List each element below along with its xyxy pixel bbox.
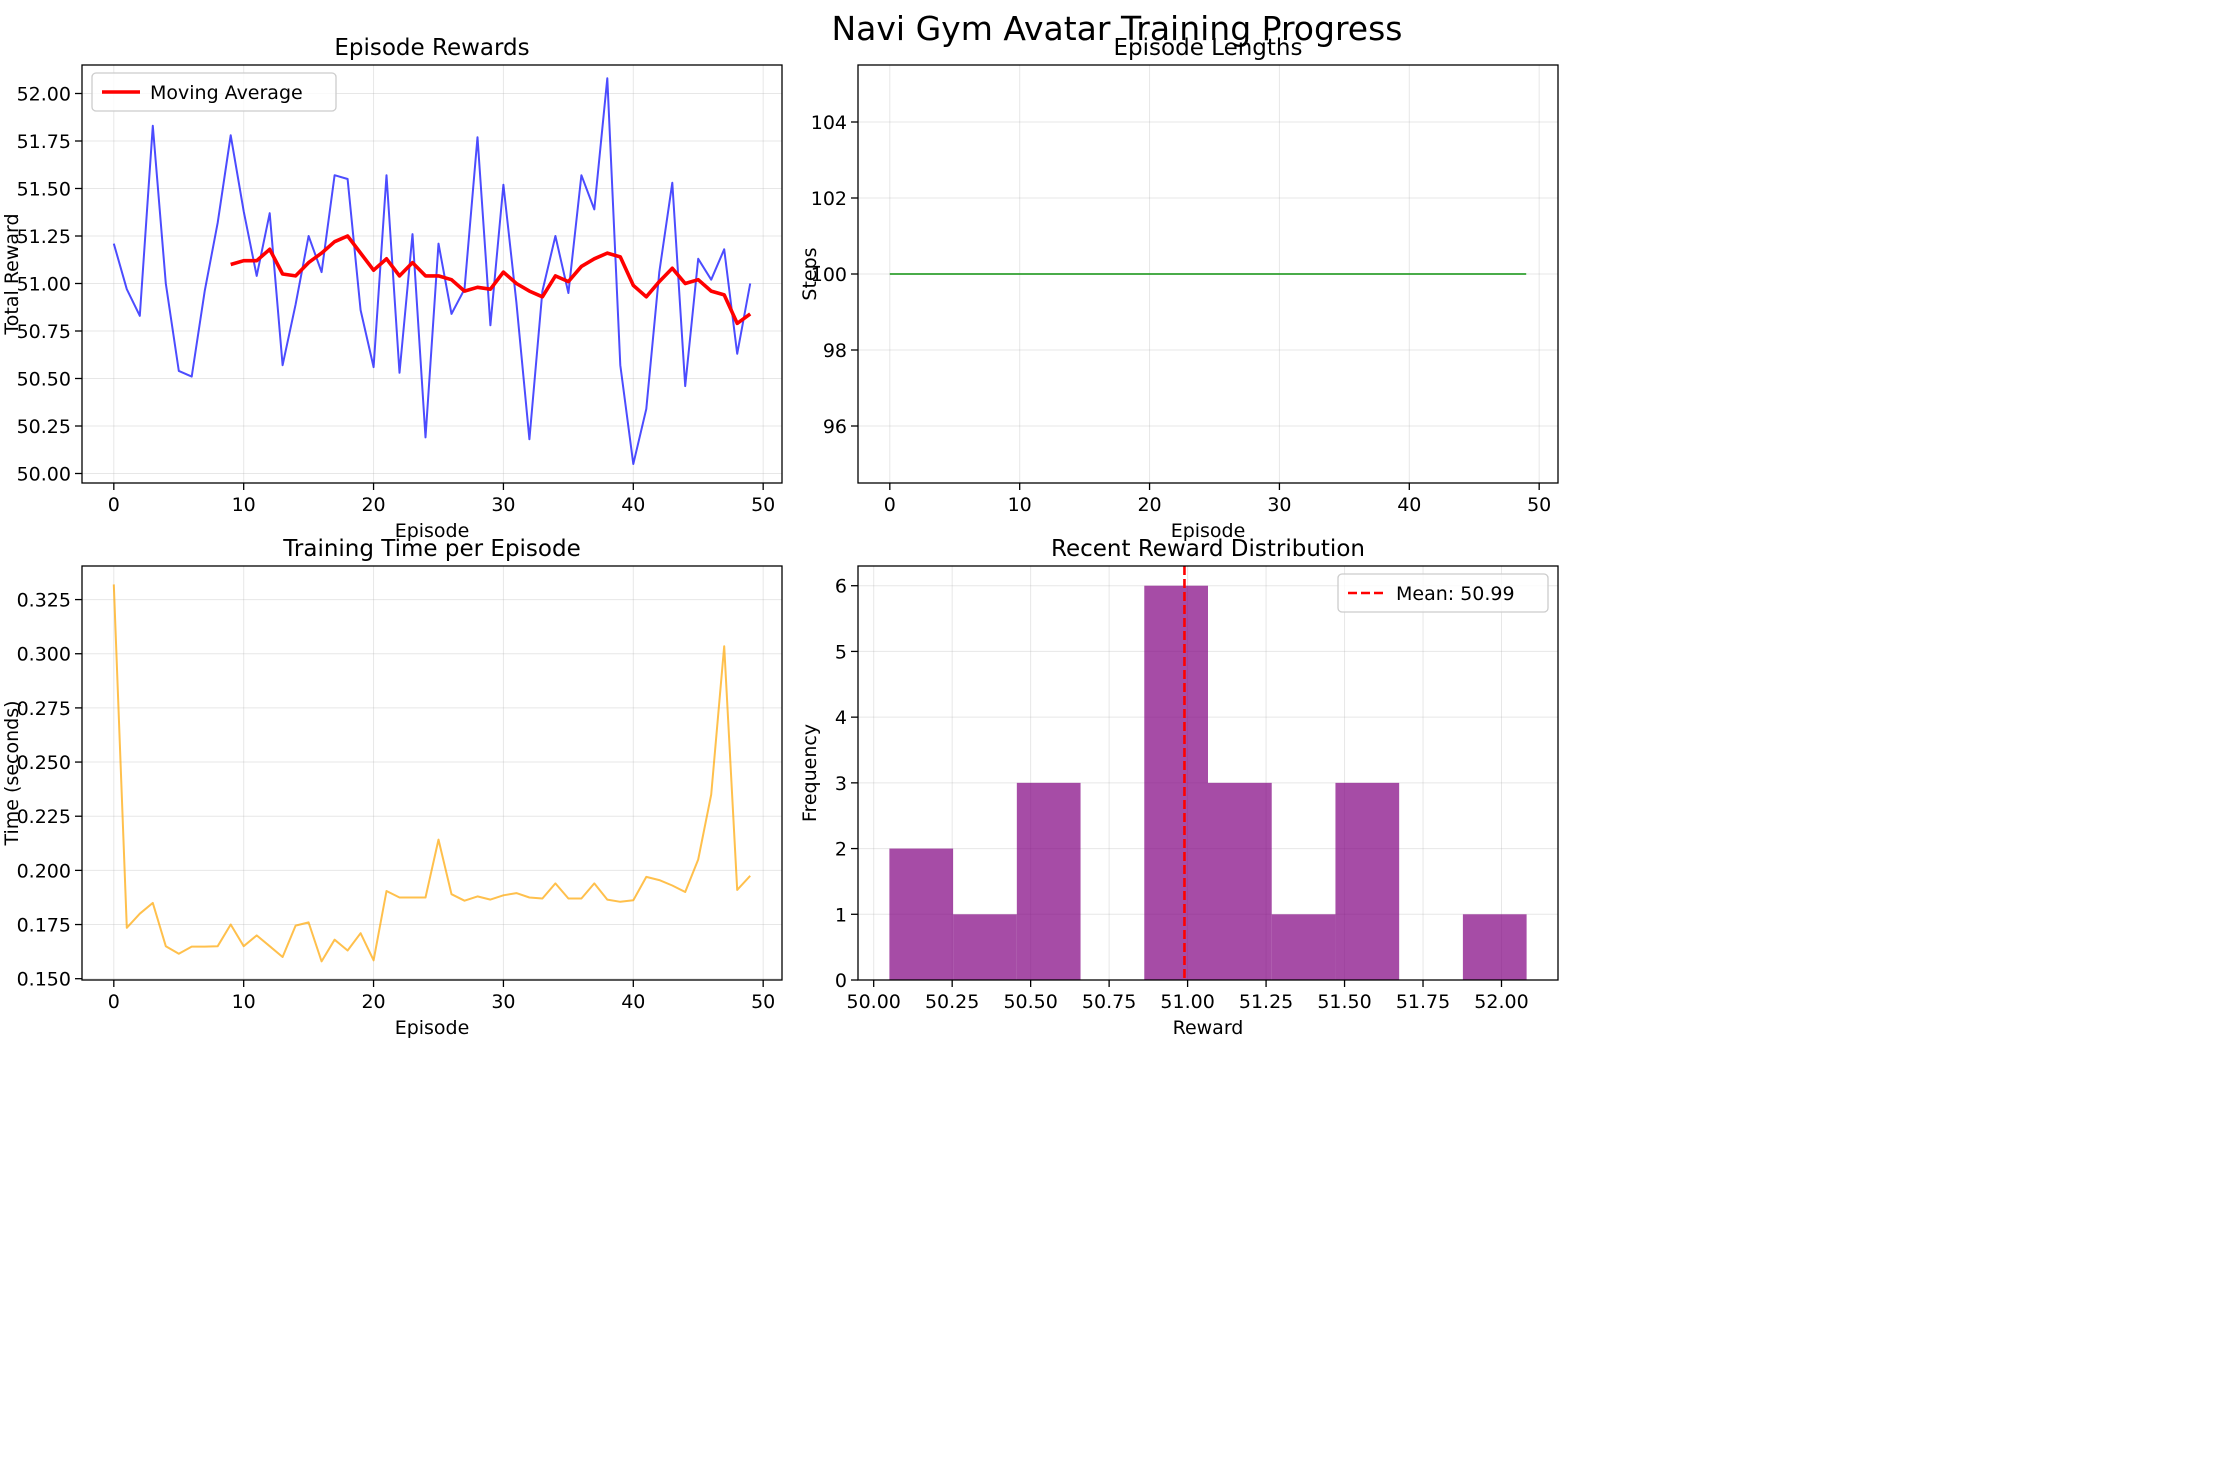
x-axis-label: Episode (1171, 520, 1246, 542)
x-tick-label: 20 (361, 991, 385, 1013)
x-tick-label: 30 (491, 991, 515, 1013)
x-tick-label: 20 (1137, 494, 1161, 516)
x-tick-label: 30 (491, 494, 515, 516)
y-tick-label: 51.25 (17, 226, 71, 248)
subplot-title: Recent Reward Distribution (1051, 536, 1365, 562)
axes-frame (81, 64, 783, 484)
y-tick-label: 2 (835, 839, 847, 861)
y-tick-label: 1 (835, 904, 847, 926)
y-axis-label: Steps (799, 247, 821, 300)
y-tick-label: 98 (823, 340, 847, 362)
axes-frame (857, 565, 1559, 981)
x-axis-label: Episode (395, 1017, 470, 1039)
y-tick-label: 6 (835, 576, 847, 598)
histogram-bar (1208, 782, 1272, 980)
histogram-bar (953, 914, 1017, 980)
x-tick-label: 0 (108, 494, 120, 516)
x-tick-label: 50 (1527, 494, 1551, 516)
y-tick-label: 51.75 (17, 131, 71, 153)
x-tick-label: 51.00 (1160, 991, 1214, 1013)
subplot-2: 0 10 20 30 40 50 96 98 100 102 104 Episode Lengths E… (799, 35, 1559, 542)
y-tick-label: 0.175 (17, 915, 71, 937)
x-tick-label: 20 (361, 494, 385, 516)
y-tick-label: 100 (811, 264, 847, 286)
x-tick-label: 50.50 (1003, 991, 1057, 1013)
legend-label-mean: Mean: 50.99 (1396, 583, 1515, 605)
y-tick-label: 50.50 (17, 369, 71, 391)
y-tick-label: 50.75 (17, 321, 71, 343)
x-tick-label: 50.00 (846, 991, 900, 1013)
data-layer (889, 566, 1527, 980)
x-tick-label: 40 (1397, 494, 1421, 516)
y-tick-label: 0.300 (17, 644, 71, 666)
subplot-4: 50.00 50.25 50.50 50.75 51.00 51.25 51.50 51.75… (799, 536, 1559, 1039)
x-tick-label: 10 (1008, 494, 1032, 516)
x-tick-label: 0 (884, 494, 896, 516)
y-tick-label: 104 (811, 112, 847, 134)
histogram-bar (1016, 782, 1081, 980)
y-tick-label: 102 (811, 188, 847, 210)
y-tick-label: 50.00 (17, 464, 71, 486)
series-line-1 (112, 77, 752, 465)
x-axis-label: Reward (1173, 1017, 1244, 1039)
y-tick-label: 4 (835, 707, 847, 729)
y-tick-label: 0 (835, 970, 847, 992)
x-axis-label: Episode (395, 520, 470, 542)
histogram-bar (1335, 782, 1400, 980)
subplot-title: Episode Lengths (1114, 35, 1303, 61)
y-tick-label: 51.00 (17, 274, 71, 296)
y-tick-label: 0.325 (17, 590, 71, 612)
y-axis-label: Total Reward (1, 213, 23, 335)
y-tick-label: 0.200 (17, 860, 71, 882)
y-tick-label: 0.150 (17, 969, 71, 991)
x-tick-label: 10 (232, 991, 256, 1013)
legend-label-moving-average: Moving Average (150, 82, 303, 104)
x-tick-label: 50.25 (925, 991, 979, 1013)
moving-average-line (230, 234, 752, 326)
histogram-bar (1462, 914, 1527, 980)
x-tick-label: 0 (108, 991, 120, 1013)
histogram-bar (1144, 585, 1208, 980)
y-tick-label: 5 (835, 641, 847, 663)
data-layer (112, 584, 751, 963)
legend-box (1337, 573, 1549, 613)
y-tick-label: 0.275 (17, 698, 71, 720)
x-tick-label: 10 (232, 494, 256, 516)
x-tick-label: 51.50 (1317, 991, 1371, 1013)
x-tick-label: 52.00 (1474, 991, 1528, 1013)
x-tick-label: 50 (751, 494, 775, 516)
legend-box (91, 72, 337, 112)
subplot-3: 0 10 20 30 40 50 0.150 0.175 0.200 0.225 0.250 0.27… (1, 536, 783, 1039)
y-axis-label: Frequency (799, 724, 821, 822)
x-tick-label: 50.75 (1082, 991, 1136, 1013)
histogram-bar (1271, 914, 1336, 980)
y-tick-label: 52.00 (17, 84, 71, 106)
x-tick-label: 40 (621, 494, 645, 516)
y-tick-label: 50.25 (17, 416, 71, 438)
subplot-1: 0 10 20 30 40 50 50.00 50.25 50.50 50.75 51.00 51.2… (1, 35, 783, 542)
axes-frame (81, 565, 783, 981)
y-tick-label: 51.50 (17, 179, 71, 201)
x-tick-label: 51.75 (1396, 991, 1450, 1013)
y-tick-label: 0.225 (17, 806, 71, 828)
series-line-1 (112, 584, 751, 963)
y-tick-label: 96 (823, 416, 847, 438)
figure-title: Navi Gym Avatar Training Progress (832, 9, 1403, 48)
x-tick-label: 51.25 (1239, 991, 1293, 1013)
data-layer (112, 77, 752, 465)
y-tick-label: 3 (835, 773, 847, 795)
x-tick-label: 50 (751, 991, 775, 1013)
x-tick-label: 40 (621, 991, 645, 1013)
histogram-bar (889, 848, 954, 980)
subplot-title: Training Time per Episode (282, 536, 581, 562)
y-tick-label: 0.250 (17, 752, 71, 774)
subplot-title: Episode Rewards (334, 35, 529, 61)
x-tick-label: 30 (1267, 494, 1291, 516)
y-axis-label: Time (seconds) (1, 700, 23, 846)
